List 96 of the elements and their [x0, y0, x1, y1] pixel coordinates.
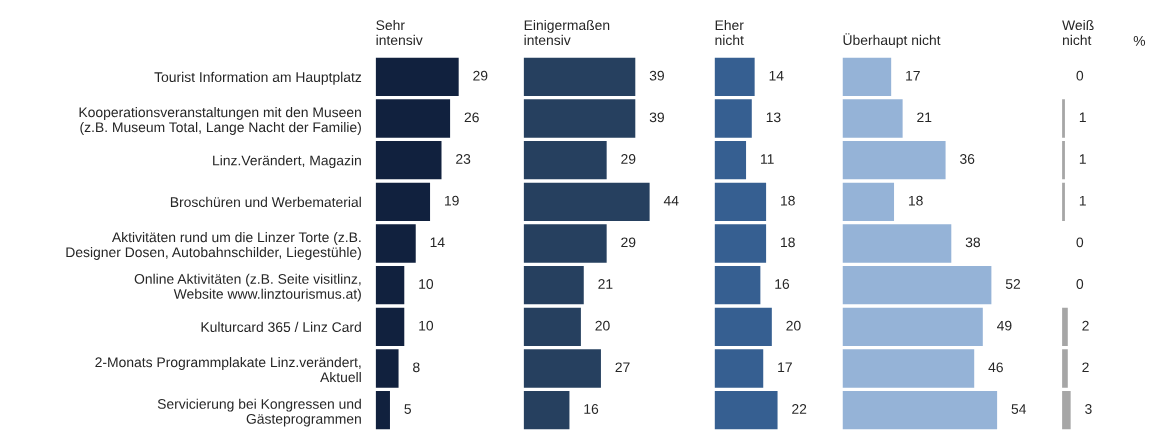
data-label: 52: [1005, 279, 1021, 289]
data-label: 1: [1079, 154, 1086, 164]
data-label: 3: [1085, 404, 1092, 414]
bar: [714, 224, 767, 263]
bar: [375, 349, 399, 388]
chart-title: Einigermaßen intensiv: [524, 19, 610, 46]
bar: [842, 99, 903, 138]
data-label: 2: [1082, 320, 1089, 331]
data-label: 27: [615, 362, 630, 373]
bar: [375, 141, 442, 180]
y-tick-label: Aktivitäten rund um die Linzer Torte (z.B. Designer Dosen, Autobahnschilder, Liegestühle): [66, 232, 361, 260]
data-label: 11: [761, 154, 774, 164]
bar: [714, 307, 772, 347]
data-label: 18: [781, 195, 795, 206]
data-label: 46: [988, 362, 1003, 373]
data-label: 26: [464, 112, 479, 123]
bar: [714, 99, 752, 138]
bar: [523, 391, 570, 430]
y-tick-label: Linz.Verändert, Magazin: [213, 155, 361, 169]
data-label: 16: [584, 404, 599, 414]
data-label: 5: [404, 404, 411, 414]
chart-title: Weiß nicht: [1062, 19, 1094, 46]
bar: [842, 182, 895, 222]
data-label: 36: [959, 154, 975, 164]
bar: [842, 349, 975, 388]
bar: [375, 182, 431, 222]
bar: [714, 141, 747, 180]
data-label: 21: [917, 112, 932, 123]
data-label: 23: [456, 154, 471, 164]
data-label: 29: [621, 154, 636, 164]
data-label: 10: [419, 279, 434, 289]
bar: [375, 224, 416, 263]
data-label: 20: [786, 320, 801, 331]
bar: [842, 224, 952, 263]
bar: [375, 266, 405, 305]
data-label: 21: [598, 279, 613, 289]
bar: [375, 57, 459, 97]
bar: [523, 141, 607, 180]
data-label: 16: [775, 279, 790, 289]
data-label: 0: [1076, 237, 1084, 248]
data-label: 10: [419, 320, 434, 331]
y-tick-label: Kulturcard 365 / Linz Card: [201, 321, 361, 333]
data-label: 44: [663, 195, 679, 206]
data-label: 18: [781, 237, 795, 248]
bar: [714, 349, 764, 388]
data-label: 1: [1079, 195, 1086, 206]
bar: [523, 349, 601, 388]
data-label: 39: [649, 70, 664, 81]
bar: [523, 99, 636, 138]
bar: [523, 57, 636, 97]
y-tick-label: Broschüren und Werbematerial: [170, 196, 361, 208]
bar: [714, 391, 778, 430]
data-label: 17: [906, 70, 920, 81]
data-label: 14: [769, 70, 784, 81]
chart-title: Eher nicht: [715, 19, 744, 46]
data-label: 19: [445, 195, 459, 206]
text: %: [1133, 36, 1146, 46]
y-tick-label: Tourist Information am Hauptplatz: [154, 71, 362, 85]
bar: [842, 307, 983, 347]
data-label: 2: [1082, 362, 1089, 373]
bar: [523, 182, 650, 222]
bar: [842, 391, 998, 430]
y-tick-label: 2-Monats Programmplakate Linz.verändert, Aktuell: [95, 357, 361, 383]
bar: [842, 141, 946, 180]
data-label: 14: [430, 237, 445, 248]
data-label: 22: [792, 404, 807, 414]
y-tick-label: Servicierung bei Kongressen und Gästeprogrammen: [157, 398, 361, 427]
data-label: 8: [413, 362, 420, 373]
data-label: 0: [1076, 70, 1084, 81]
data-label: 29: [473, 70, 488, 81]
bar: [714, 266, 761, 305]
bar: [842, 266, 992, 305]
bar: [375, 391, 390, 430]
bar: [375, 307, 405, 347]
bar: [714, 57, 755, 97]
bar: [523, 307, 581, 347]
data-label: 13: [766, 112, 781, 123]
data-label: 18: [908, 195, 923, 206]
data-label: 54: [1011, 404, 1027, 414]
data-label: 1: [1079, 112, 1086, 123]
y-tick-label: Online Aktivitäten (z.B. Seite visitlinz, Website www.linztourismus.at): [134, 273, 361, 302]
bar: [523, 266, 584, 305]
chart-title: Sehr intensiv: [376, 19, 423, 46]
data-label: 17: [778, 362, 792, 373]
bar: [375, 99, 451, 138]
data-label: 29: [621, 237, 636, 248]
bar: [842, 57, 892, 97]
data-label: 20: [595, 320, 610, 331]
bar: [714, 182, 767, 222]
data-label: 39: [649, 112, 664, 123]
data-label: 49: [997, 320, 1012, 331]
data-label: 38: [965, 237, 981, 248]
data-label: 0: [1076, 279, 1084, 289]
bar: [523, 224, 607, 263]
y-tick-label: Kooperationsveranstaltungen mit den Museen (z.B. Museum Total, Lange Nacht der Familie): [79, 107, 361, 135]
chart-title: Überhaupt nicht: [843, 33, 941, 48]
